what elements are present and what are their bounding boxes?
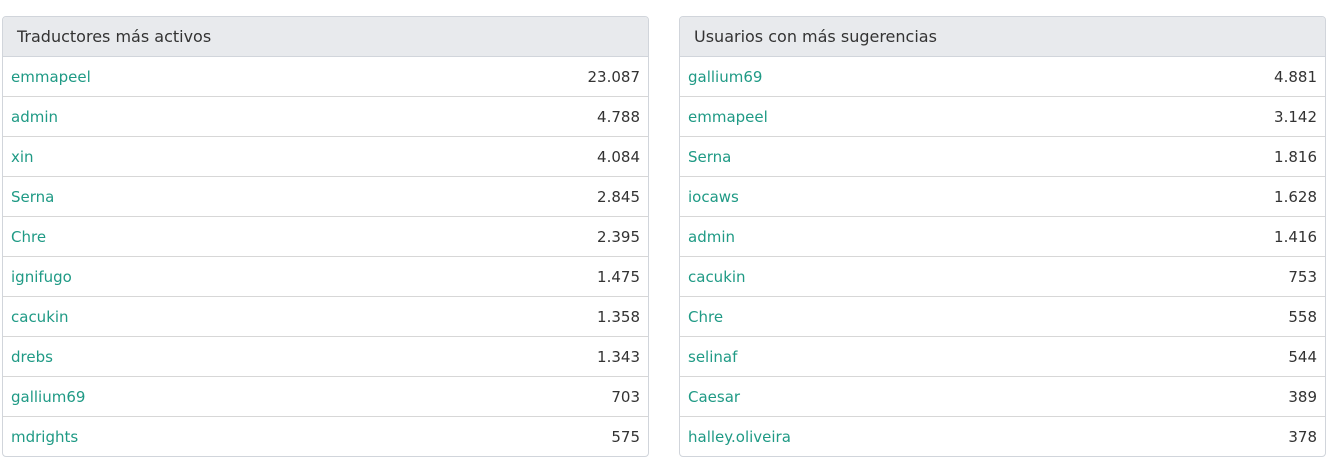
table-row: emmapeel 23.087: [3, 57, 648, 97]
user-link[interactable]: admin: [688, 227, 735, 246]
user-link[interactable]: mdrights: [11, 427, 79, 446]
table-row: Chre 558: [680, 296, 1325, 337]
count-cell: 4.084: [325, 136, 648, 177]
user-cell: xin: [3, 136, 326, 177]
user-link[interactable]: Chre: [688, 307, 724, 326]
user-cell: mdrights: [3, 416, 326, 456]
user-link[interactable]: selinaf: [688, 347, 738, 366]
user-cell: emmapeel: [3, 57, 326, 97]
count-cell: 1.416: [1002, 216, 1325, 257]
table-row: Serna 2.845: [3, 176, 648, 217]
count-cell: 703: [325, 376, 648, 417]
user-cell: Serna: [3, 176, 326, 217]
user-cell: Chre: [680, 296, 1003, 337]
table-row: emmapeel 3.142: [680, 96, 1325, 137]
user-link[interactable]: Caesar: [688, 387, 741, 406]
table-row: Chre 2.395: [3, 216, 648, 257]
user-cell: gallium69: [3, 376, 326, 417]
user-link[interactable]: halley.oliveira: [688, 427, 791, 446]
count-cell: 1.816: [1002, 136, 1325, 177]
user-cell: admin: [3, 96, 326, 137]
count-cell: 3.142: [1002, 96, 1325, 137]
top-suggesters-table: gallium69 4.881 emmapeel 3.142 Serna 1.816 ioc…: [680, 57, 1325, 456]
user-link[interactable]: Serna: [11, 187, 55, 206]
user-link[interactable]: Serna: [688, 147, 732, 166]
table-row: gallium69 4.881: [680, 57, 1325, 97]
top-suggesters-panel: Usuarios con más sugerencias gallium69 4.…: [679, 16, 1326, 457]
count-cell: 1.343: [325, 336, 648, 377]
user-link[interactable]: cacukin: [688, 267, 746, 286]
user-link[interactable]: drebs: [11, 347, 53, 366]
count-cell: 23.087: [587, 67, 641, 86]
user-cell: ignifugo: [3, 256, 326, 297]
user-cell: selinaf: [680, 336, 1003, 377]
user-cell: Caesar: [680, 376, 1003, 417]
count-cell: 2.395: [325, 216, 648, 257]
user-link[interactable]: Chre: [11, 227, 47, 246]
user-link[interactable]: xin: [11, 147, 34, 166]
count-cell: 544: [1002, 336, 1325, 377]
user-link[interactable]: gallium69: [11, 387, 86, 406]
user-link[interactable]: admin: [11, 107, 58, 126]
user-cell: iocaws: [680, 176, 1003, 217]
table-row: iocaws 1.628: [680, 176, 1325, 217]
table-row: cacukin 1.358: [3, 296, 648, 337]
user-link[interactable]: iocaws: [688, 187, 739, 206]
table-row: Caesar 389: [680, 376, 1325, 417]
user-link[interactable]: gallium69: [688, 67, 763, 86]
user-link[interactable]: emmapeel: [688, 107, 768, 126]
top-translators-panel: Traductores más activos emmapeel 23.087 ad…: [2, 16, 649, 457]
user-link[interactable]: cacukin: [11, 307, 69, 326]
count-cell: 2.845: [325, 176, 648, 217]
table-row: mdrights 575: [3, 416, 648, 456]
user-cell: admin: [680, 216, 1003, 257]
user-cell: Chre: [3, 216, 326, 257]
user-link[interactable]: emmapeel: [11, 67, 91, 86]
table-row: gallium69 703: [3, 376, 648, 417]
count-cell: 1.628: [1002, 176, 1325, 217]
count-cell: 1.475: [325, 256, 648, 297]
table-row: Serna 1.816: [680, 136, 1325, 177]
panel-title: Usuarios con más sugerencias: [680, 17, 1325, 57]
user-cell: emmapeel: [680, 96, 1003, 137]
user-cell: cacukin: [3, 296, 326, 337]
count-cell: 558: [1002, 296, 1325, 337]
count-cell: 4.788: [325, 96, 648, 137]
count-cell: 1.358: [325, 296, 648, 337]
table-row: drebs 1.343: [3, 336, 648, 377]
count-cell: 753: [1002, 256, 1325, 297]
table-row: xin 4.084: [3, 136, 648, 177]
table-row: cacukin 753: [680, 256, 1325, 297]
count-cell: 575: [325, 416, 648, 456]
count-cell: 4.881: [1274, 67, 1317, 86]
top-translators-table: emmapeel 23.087 admin 4.788 xin 4.084 Serna 2.8…: [3, 57, 648, 456]
user-cell: Serna: [680, 136, 1003, 177]
user-cell: drebs: [3, 336, 326, 377]
count-cell: 378: [1002, 416, 1325, 456]
user-link[interactable]: ignifugo: [11, 267, 72, 286]
table-row: selinaf 544: [680, 336, 1325, 377]
table-row: ignifugo 1.475: [3, 256, 648, 297]
table-row: admin 4.788: [3, 96, 648, 137]
table-row: halley.oliveira 378: [680, 416, 1325, 456]
user-cell: cacukin: [680, 256, 1003, 297]
panel-title: Traductores más activos: [3, 17, 648, 57]
table-row: admin 1.416: [680, 216, 1325, 257]
count-cell: 389: [1002, 376, 1325, 417]
user-cell: gallium69: [680, 57, 1003, 97]
user-cell: halley.oliveira: [680, 416, 1003, 456]
